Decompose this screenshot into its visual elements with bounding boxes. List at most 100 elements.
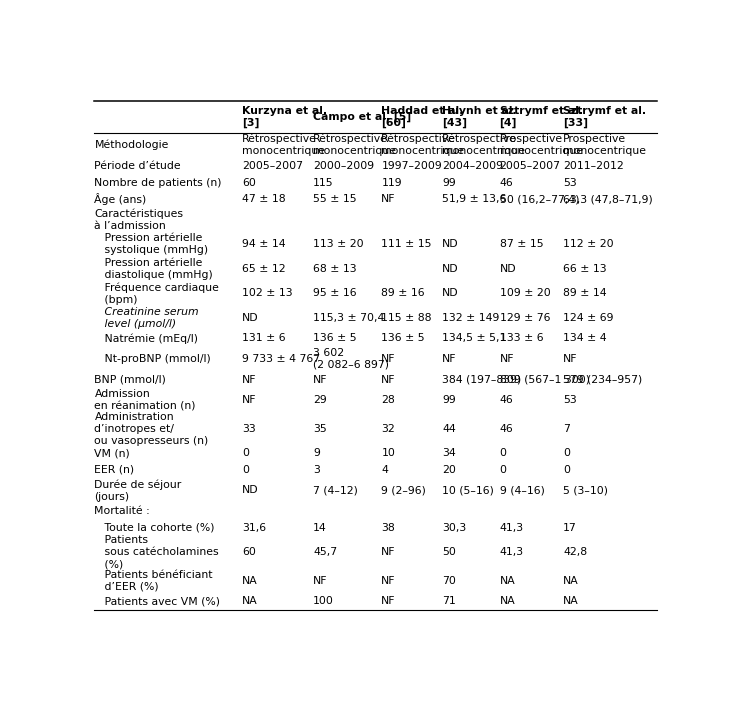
Text: 102 ± 13: 102 ± 13 (242, 288, 292, 299)
Text: 579 (234–957): 579 (234–957) (563, 375, 642, 385)
Text: 4: 4 (381, 465, 388, 475)
Text: ND: ND (442, 288, 459, 299)
Text: 60: 60 (242, 547, 256, 557)
Text: 41,3: 41,3 (499, 523, 523, 533)
Text: 95 ± 16: 95 ± 16 (313, 288, 357, 299)
Text: 51,9 ± 13,6: 51,9 ± 13,6 (442, 194, 507, 204)
Text: 100: 100 (313, 596, 334, 606)
Text: Admission
en réanimation (n): Admission en réanimation (n) (95, 389, 196, 411)
Text: 45,7: 45,7 (313, 547, 337, 557)
Text: 71: 71 (442, 596, 456, 606)
Text: NA: NA (499, 596, 515, 606)
Text: 66 ± 13: 66 ± 13 (563, 264, 607, 274)
Text: 63,3 (47,8–71,9): 63,3 (47,8–71,9) (563, 194, 653, 204)
Text: Période d’étude: Période d’étude (95, 161, 181, 171)
Text: ND: ND (242, 313, 259, 322)
Text: NF: NF (242, 395, 257, 405)
Text: Kurzyna et al.
[3]: Kurzyna et al. [3] (242, 106, 328, 128)
Text: 20: 20 (442, 465, 456, 475)
Text: Nt-proBNP (mmol/l): Nt-proBNP (mmol/l) (95, 354, 211, 364)
Text: 109 ± 20: 109 ± 20 (499, 288, 550, 299)
Text: 134 ± 4: 134 ± 4 (563, 333, 607, 343)
Text: 112 ± 20: 112 ± 20 (563, 239, 614, 249)
Text: 0: 0 (563, 465, 570, 475)
Text: ND: ND (499, 264, 516, 274)
Text: Huynh et al.
[43]: Huynh et al. [43] (442, 106, 517, 128)
Text: NF: NF (381, 354, 396, 364)
Text: Patients avec VM (%): Patients avec VM (%) (95, 596, 221, 606)
Text: 31,6: 31,6 (242, 523, 266, 533)
Text: Natrémie (mEq/l): Natrémie (mEq/l) (95, 333, 199, 343)
Text: 46: 46 (499, 395, 513, 405)
Text: NF: NF (313, 576, 328, 586)
Text: EER (n): EER (n) (95, 465, 135, 475)
Text: NF: NF (499, 354, 514, 364)
Text: 9 (4–16): 9 (4–16) (499, 485, 545, 495)
Text: 55 ± 15: 55 ± 15 (313, 194, 357, 204)
Text: 44: 44 (442, 424, 456, 434)
Text: NF: NF (381, 596, 396, 606)
Text: 809 (567–1 300): 809 (567–1 300) (499, 375, 589, 385)
Text: 3 602
(2 082–6 897): 3 602 (2 082–6 897) (313, 348, 389, 370)
Text: NF: NF (381, 375, 396, 385)
Text: Administration
d’inotropes et/
ou vasopresseurs (n): Administration d’inotropes et/ ou vasopr… (95, 411, 209, 445)
Text: 17: 17 (563, 523, 577, 533)
Text: ND: ND (442, 239, 459, 249)
Text: 0: 0 (563, 448, 570, 458)
Text: 10 (5–16): 10 (5–16) (442, 485, 494, 495)
Text: 50 (16,2–77,4): 50 (16,2–77,4) (499, 194, 579, 204)
Text: 60: 60 (242, 178, 256, 187)
Text: 42,8: 42,8 (563, 547, 587, 557)
Text: 2005–2007: 2005–2007 (499, 161, 561, 171)
Text: 111 ± 15: 111 ± 15 (381, 239, 432, 249)
Text: Haddad et al.
[60]: Haddad et al. [60] (381, 106, 464, 128)
Text: VM (n): VM (n) (95, 448, 130, 458)
Text: Durée de séjour
(jours): Durée de séjour (jours) (95, 479, 182, 502)
Text: 14: 14 (313, 523, 327, 533)
Text: Âge (ans): Âge (ans) (95, 193, 147, 205)
Text: Rétrospective
monocentrique: Rétrospective monocentrique (242, 134, 325, 156)
Text: 115 ± 88: 115 ± 88 (381, 313, 432, 322)
Text: 28: 28 (381, 395, 395, 405)
Text: Nombre de patients (n): Nombre de patients (n) (95, 178, 222, 187)
Text: Toute la cohorte (%): Toute la cohorte (%) (95, 523, 215, 533)
Text: NF: NF (242, 375, 257, 385)
Text: 132 ± 149: 132 ± 149 (442, 313, 499, 322)
Text: 70: 70 (442, 576, 456, 586)
Text: Sztrymf et al.
[4]: Sztrymf et al. [4] (499, 106, 583, 128)
Text: 0: 0 (499, 465, 507, 475)
Text: 136 ± 5: 136 ± 5 (313, 333, 357, 343)
Text: 2005–2007: 2005–2007 (242, 161, 303, 171)
Text: NA: NA (242, 576, 258, 586)
Text: 7 (4–12): 7 (4–12) (313, 485, 358, 495)
Text: 50: 50 (442, 547, 456, 557)
Text: Sztrymf et al.
[33]: Sztrymf et al. [33] (563, 106, 647, 128)
Text: 10: 10 (381, 448, 395, 458)
Text: 89 ± 14: 89 ± 14 (563, 288, 607, 299)
Text: 136 ± 5: 136 ± 5 (381, 333, 425, 343)
Text: 124 ± 69: 124 ± 69 (563, 313, 614, 322)
Text: 41,3: 41,3 (499, 547, 523, 557)
Text: 68 ± 13: 68 ± 13 (313, 264, 357, 274)
Text: 3: 3 (313, 465, 320, 475)
Text: Rétrospective
monocentrique: Rétrospective monocentrique (381, 134, 464, 156)
Text: NA: NA (563, 576, 579, 586)
Text: Campo et al. [5]: Campo et al. [5] (313, 111, 411, 122)
Text: Fréquence cardiaque
   (bpm): Fréquence cardiaque (bpm) (95, 282, 219, 304)
Text: Rétrospective
monocentrique: Rétrospective monocentrique (442, 134, 525, 156)
Text: NF: NF (381, 194, 396, 204)
Text: Pression artérielle
   diastolique (mmHg): Pression artérielle diastolique (mmHg) (95, 258, 213, 280)
Text: 53: 53 (563, 178, 577, 187)
Text: 119: 119 (381, 178, 402, 187)
Text: Prospective
monocentrique: Prospective monocentrique (563, 134, 646, 156)
Text: 46: 46 (499, 424, 513, 434)
Text: 35: 35 (313, 424, 327, 434)
Text: Pression artérielle
   systolique (mmHg): Pression artérielle systolique (mmHg) (95, 234, 209, 255)
Text: NF: NF (381, 547, 396, 557)
Text: NA: NA (242, 596, 258, 606)
Text: 99: 99 (442, 178, 456, 187)
Text: 131 ± 6: 131 ± 6 (242, 333, 286, 343)
Text: NF: NF (313, 375, 328, 385)
Text: 29: 29 (313, 395, 327, 405)
Text: Méthodologie: Méthodologie (95, 140, 169, 150)
